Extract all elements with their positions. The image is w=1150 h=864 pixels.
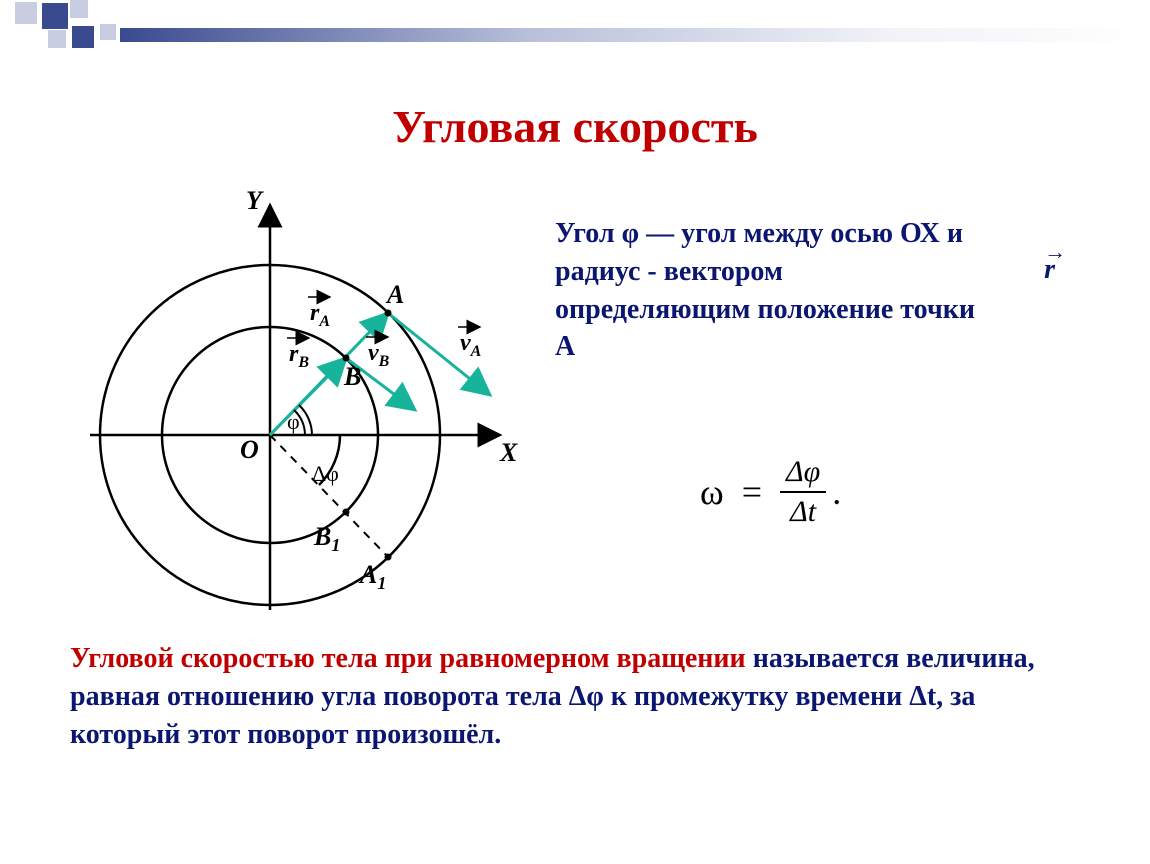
formula-dot: . bbox=[832, 471, 841, 513]
label-vb: vB bbox=[368, 340, 390, 370]
deco-square bbox=[100, 24, 116, 40]
deco-square bbox=[15, 2, 37, 24]
label-a1: A1 bbox=[358, 560, 386, 593]
deco-square bbox=[48, 30, 66, 48]
deco-square bbox=[42, 3, 68, 29]
label-b: B bbox=[343, 362, 361, 391]
formula-numerator: Δφ bbox=[780, 455, 826, 489]
definition-text: Угол φ — угол между осью ОХ и радиус - в… bbox=[555, 215, 1115, 366]
slide-title: Угловая скорость bbox=[0, 100, 1150, 153]
formula-eq: = bbox=[742, 471, 762, 513]
point-a bbox=[385, 310, 392, 317]
label-a: A bbox=[385, 280, 404, 309]
label-o: O bbox=[240, 435, 259, 464]
text-line: определяющим положение точки bbox=[555, 294, 975, 325]
formula-denominator: Δt bbox=[784, 495, 822, 529]
vector-arrow-icon: → bbox=[1044, 237, 1066, 267]
label-ra: rA bbox=[310, 300, 330, 330]
deco-gradient-bar bbox=[120, 28, 1150, 42]
label-phi: φ bbox=[287, 409, 300, 434]
deco-square bbox=[70, 0, 88, 18]
point-b bbox=[343, 355, 350, 362]
r-vector-symbol: → r bbox=[1044, 251, 1055, 289]
label-va: vA bbox=[460, 330, 482, 360]
formula-lhs: ω bbox=[700, 471, 724, 513]
top-decoration bbox=[0, 0, 1150, 48]
text-line: Угол φ — угол между осью ОХ и bbox=[555, 218, 963, 249]
bottom-red-span: Угловой скоростью тела при равномерном в… bbox=[70, 643, 746, 674]
slide: Угловая скорость bbox=[0, 0, 1150, 864]
label-b1: B1 bbox=[313, 522, 340, 555]
formula: ω = Δφ Δt . bbox=[700, 455, 841, 529]
point-b1 bbox=[343, 509, 350, 516]
label-x: X bbox=[499, 438, 518, 467]
label-y: Y bbox=[246, 186, 264, 215]
formula-fraction: Δφ Δt bbox=[780, 455, 826, 529]
bottom-paragraph: Угловой скоростью тела при равномерном в… bbox=[70, 640, 1080, 753]
label-dphi: Δφ bbox=[312, 461, 339, 486]
diagram: Y X O A B A1 B1 φ Δφ rA rB vA vB bbox=[60, 185, 530, 615]
text-line: А bbox=[555, 331, 575, 362]
deco-square bbox=[72, 26, 94, 48]
label-rb: rB bbox=[289, 341, 309, 371]
formula-bar bbox=[780, 491, 826, 493]
point-a1 bbox=[385, 554, 392, 561]
text-line: радиус - вектором bbox=[555, 256, 783, 287]
diagram-svg: Y X O A B A1 B1 φ Δφ rA rB vA vB bbox=[60, 185, 530, 615]
